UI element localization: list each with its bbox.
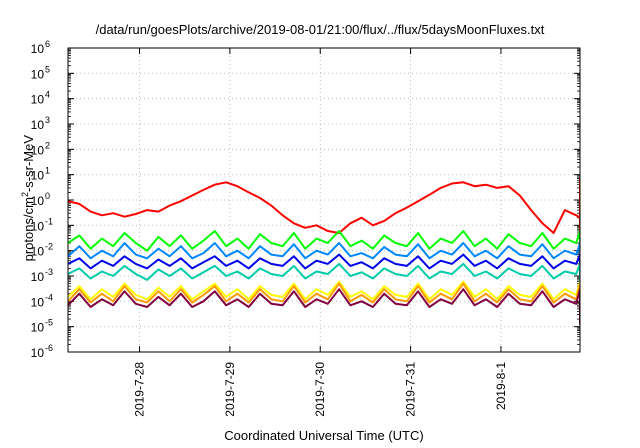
y-tick-label: 10 bbox=[31, 93, 45, 107]
y-tick-label: 10 bbox=[31, 194, 45, 208]
x-tick-label: 2019-7-29 bbox=[223, 362, 237, 417]
y-tick-label: 10 bbox=[31, 295, 45, 309]
series-line-5 bbox=[68, 262, 580, 290]
y-tick-label-exponent: -2 bbox=[45, 242, 53, 252]
y-tick-label: 10 bbox=[31, 270, 45, 284]
plot-frame bbox=[67, 47, 581, 353]
x-tick-label: 2019-8-1 bbox=[494, 362, 508, 410]
y-tick-label: 10 bbox=[31, 118, 45, 132]
series-line-3 bbox=[68, 242, 580, 260]
chart-title: /data/run/goesPlots/archive/2019-08-01/2… bbox=[95, 22, 545, 37]
y-tick-label-exponent: -6 bbox=[45, 343, 53, 353]
y-tick-label: 10 bbox=[31, 245, 45, 259]
y-tick-label-exponent: -1 bbox=[45, 216, 53, 226]
y-tick-label: 10 bbox=[31, 67, 45, 81]
y-tick-label-exponent: 2 bbox=[45, 140, 50, 150]
y-tick-label: 10 bbox=[31, 42, 45, 56]
y-tick-label-exponent: 1 bbox=[45, 166, 50, 176]
x-tick-label: 2019-7-30 bbox=[313, 362, 327, 417]
y-tick-label-exponent: 5 bbox=[45, 64, 50, 74]
y-tick-label-exponent: 3 bbox=[45, 115, 50, 125]
y-tick-label-exponent: 0 bbox=[45, 191, 50, 201]
series-line-2 bbox=[68, 230, 580, 252]
y-tick-label: 10 bbox=[31, 346, 45, 360]
y-tick-label: 10 bbox=[31, 143, 45, 157]
y-tick-label-exponent: -5 bbox=[45, 318, 53, 328]
series-line-1 bbox=[68, 177, 580, 234]
x-tick-label: 2019-7-31 bbox=[404, 362, 418, 417]
series-line-7 bbox=[68, 282, 580, 315]
y-tick-label: 10 bbox=[31, 321, 45, 335]
series-line-8 bbox=[68, 288, 580, 325]
x-tick-label: 2019-7-28 bbox=[133, 362, 147, 417]
y-tick-label: 10 bbox=[31, 219, 45, 233]
y-tick-label-exponent: 6 bbox=[45, 39, 50, 49]
x-axis-label: Coordinated Universal Time (UTC) bbox=[224, 428, 424, 443]
series-line-6 bbox=[68, 280, 580, 301]
y-tick-label-exponent: -4 bbox=[45, 292, 53, 302]
series-line-4 bbox=[68, 253, 580, 270]
y-tick-label: 10 bbox=[31, 169, 45, 183]
y-tick-label-exponent: 4 bbox=[45, 90, 50, 100]
y-tick-label-exponent: -3 bbox=[45, 267, 53, 277]
